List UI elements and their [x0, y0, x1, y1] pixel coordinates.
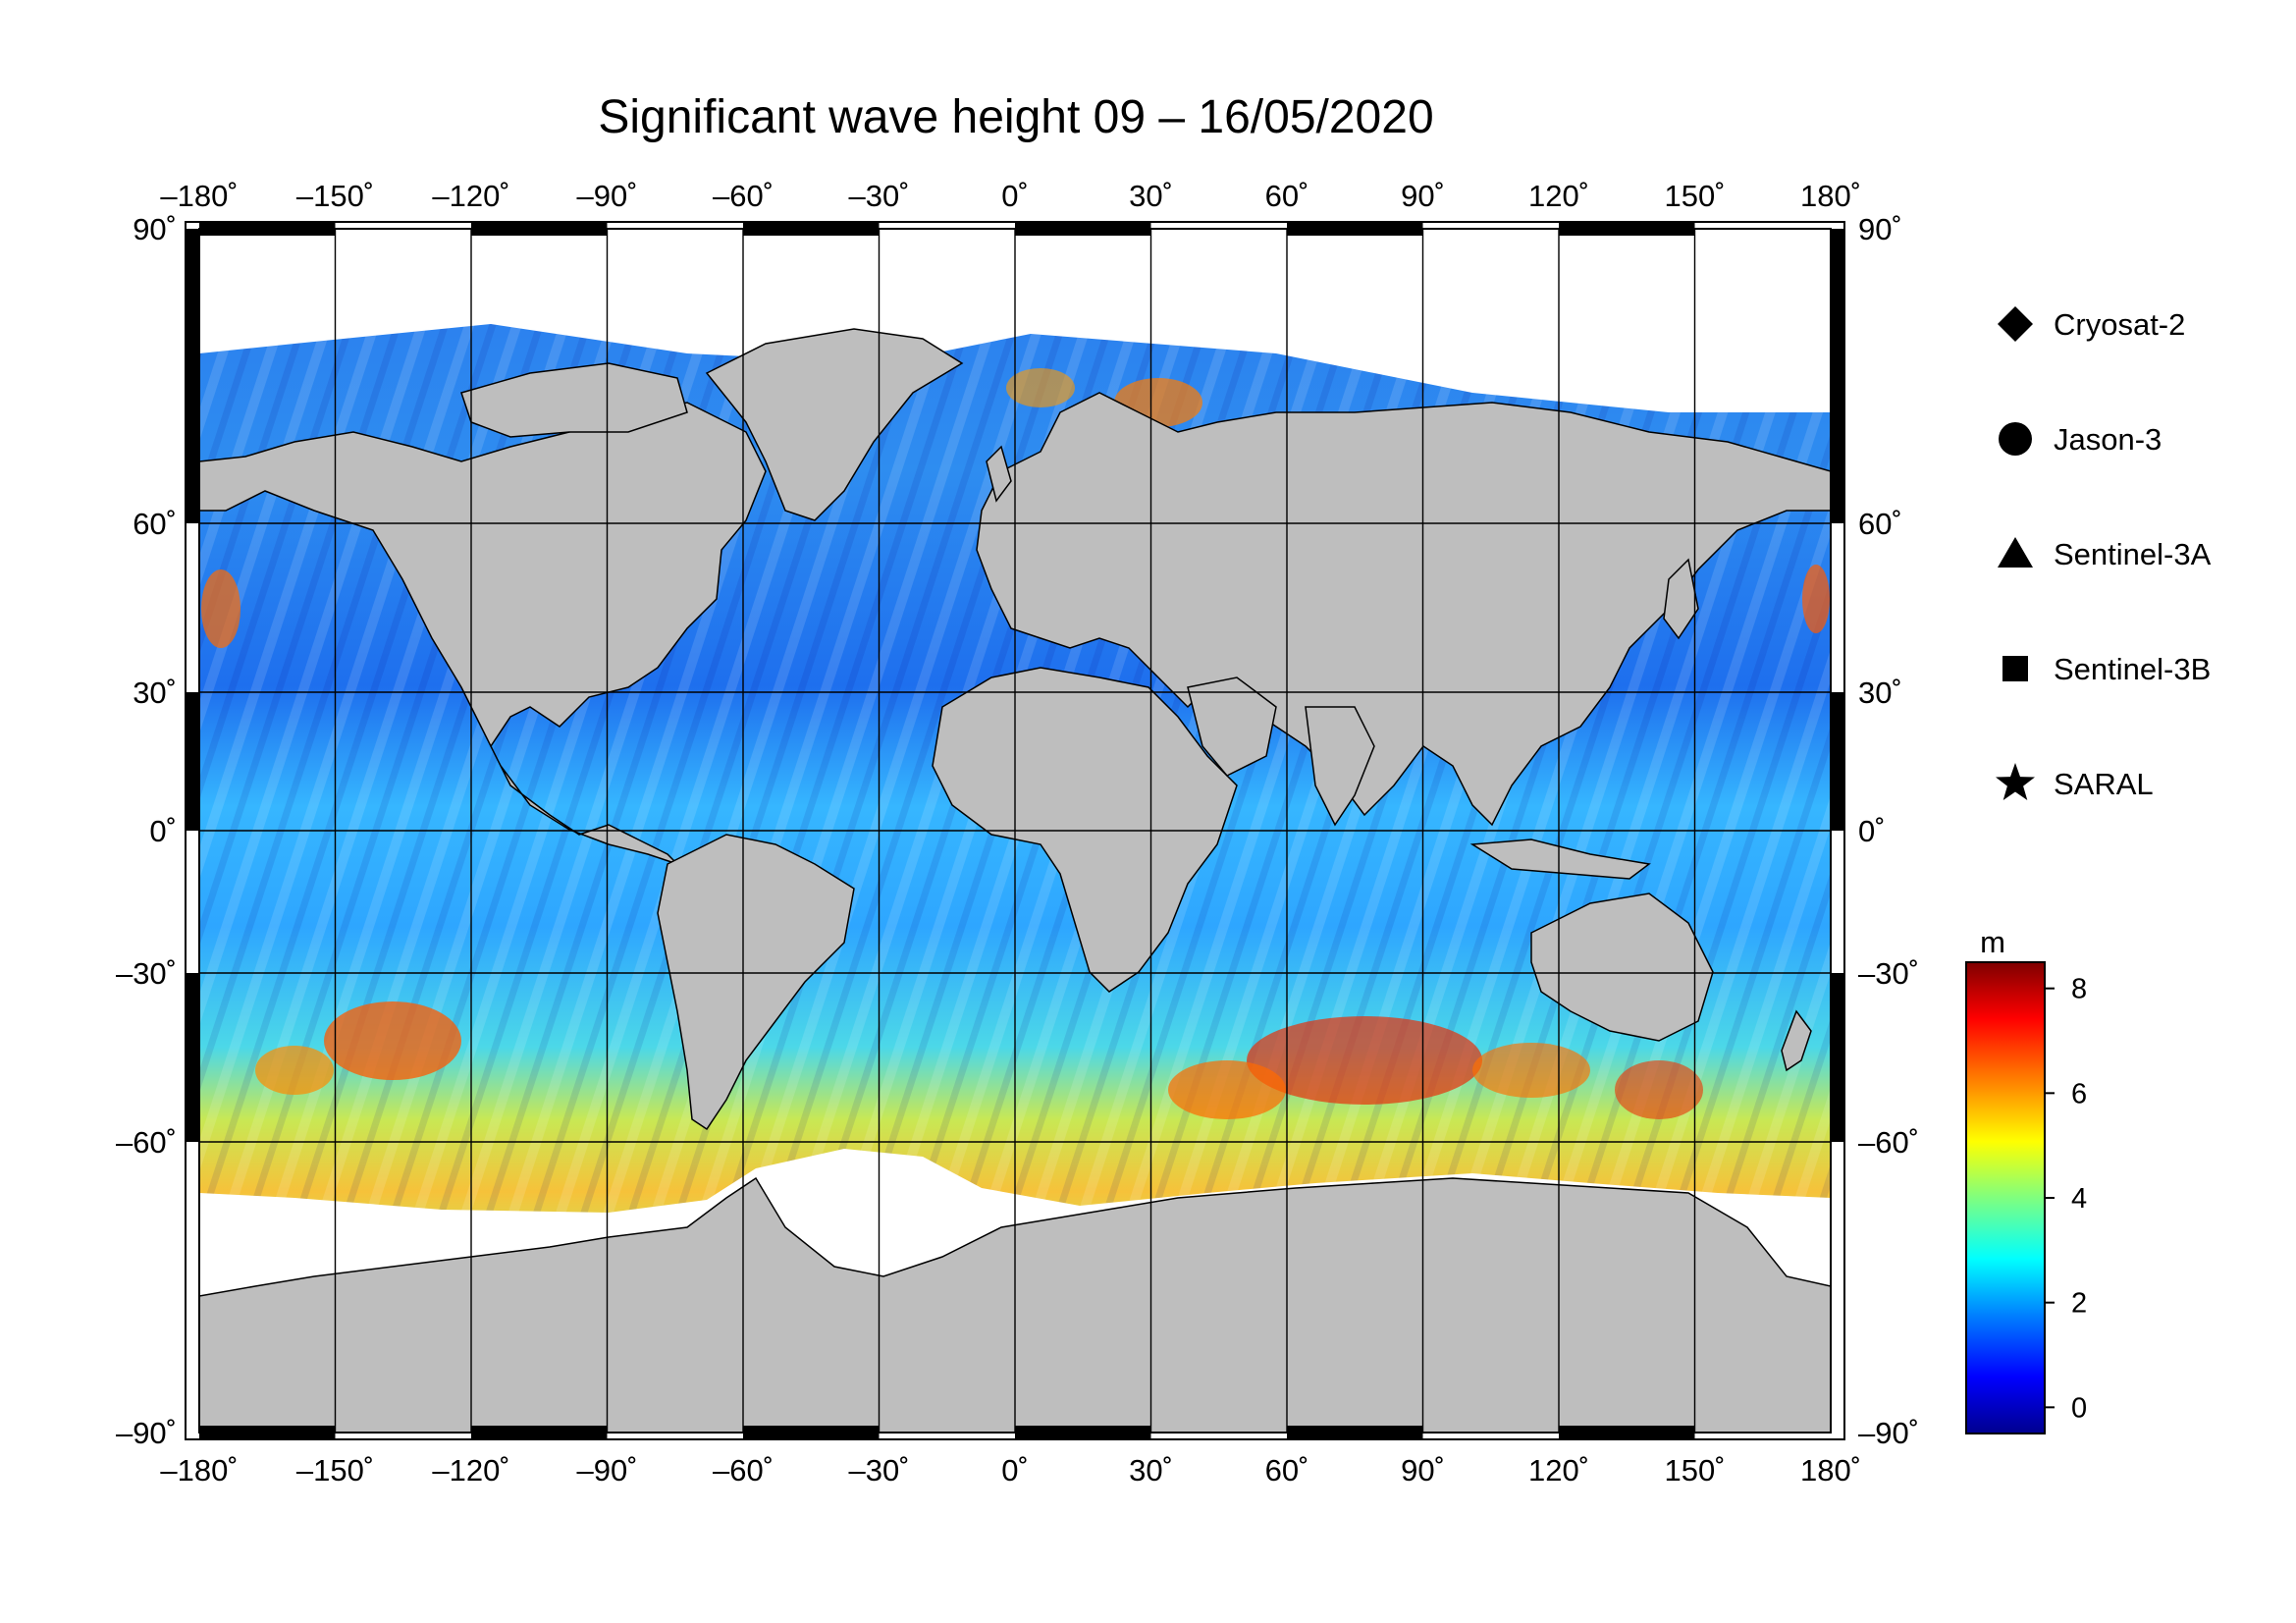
lat-label-right: –90˚ — [1858, 1416, 1919, 1450]
africa — [932, 667, 1238, 993]
map-title: Significant wave height 09 – 16/05/2020 — [598, 91, 1434, 143]
legend-item: Cryosat-2 — [1998, 306, 2185, 342]
lat-label-right: 90˚ — [1858, 212, 1902, 246]
lat-label-left: –90˚ — [116, 1416, 177, 1450]
wave-field — [199, 229, 1831, 1433]
latitude-labels-right: 90˚ 60˚ 30˚ 0˚ –30˚ –60˚ –90˚ — [1858, 212, 1919, 1450]
lat-label-left: 0˚ — [149, 814, 177, 848]
legend-item: Jason-3 — [1999, 422, 2162, 457]
lat-label-right: 30˚ — [1858, 676, 1902, 710]
lat-label-left: –30˚ — [116, 956, 177, 991]
lon-label-top: –90˚ — [576, 179, 637, 213]
legend-item-label: SARAL — [2054, 767, 2154, 801]
lon-label-top: 0˚ — [1001, 179, 1029, 213]
british-isles — [986, 445, 1012, 503]
colorbar-tick-label: 0 — [2071, 1392, 2087, 1424]
lon-label-bottom: 30˚ — [1129, 1453, 1173, 1488]
lon-label-bottom: –120˚ — [432, 1453, 509, 1488]
lat-label-right: 0˚ — [1858, 814, 1886, 848]
legend-item-label: Sentinel-3A — [2054, 537, 2212, 571]
lon-label-bottom: 180˚ — [1800, 1453, 1861, 1488]
circle-icon — [1999, 422, 2032, 456]
india — [1305, 706, 1375, 827]
lat-label-right: 60˚ — [1858, 507, 1902, 541]
legend-item: SARAL — [1996, 763, 2154, 801]
lat-label-left: –60˚ — [116, 1125, 177, 1160]
colorbar-unit: m — [1980, 925, 2005, 959]
colorbar-ticks: 8 6 4 2 0 — [2045, 974, 2087, 1424]
lat-label-right: –60˚ — [1858, 1125, 1919, 1160]
lon-label-top: –30˚ — [848, 179, 909, 213]
colorbar-gradient — [1965, 961, 2046, 1434]
legend-item-label: Jason-3 — [2054, 422, 2162, 457]
lon-label-bottom: –90˚ — [576, 1453, 637, 1488]
satellite-legend: Cryosat-2 Jason-3 Sentinel-3A Sentinel-3B SA… — [1996, 306, 2212, 801]
lon-label-bottom: –60˚ — [713, 1453, 774, 1488]
lon-label-top: –60˚ — [713, 179, 774, 213]
lon-label-top: –150˚ — [296, 179, 374, 213]
lon-label-top: 150˚ — [1664, 179, 1725, 213]
lon-label-top: 30˚ — [1129, 179, 1173, 213]
graticule — [199, 229, 1831, 1433]
lon-label-bottom: 150˚ — [1664, 1453, 1725, 1488]
lon-label-top: 90˚ — [1401, 179, 1445, 213]
diamond-icon — [1998, 306, 2033, 342]
map-frame — [185, 221, 1845, 1440]
greenland — [705, 328, 964, 521]
legend-item: Sentinel-3B — [2002, 652, 2211, 686]
triangle-icon — [1998, 537, 2033, 568]
latitude-labels-left: 90˚ 60˚ 30˚ 0˚ –30˚ –60˚ –90˚ — [116, 212, 177, 1450]
new-zealand — [1781, 1009, 1812, 1072]
australia — [1530, 893, 1714, 1042]
lat-label-left: 30˚ — [133, 676, 177, 710]
lat-label-right: –30˚ — [1858, 956, 1919, 991]
south-america — [657, 834, 855, 1131]
lon-label-bottom: –180˚ — [160, 1453, 238, 1488]
japan — [1663, 558, 1699, 640]
square-icon — [2002, 656, 2028, 681]
lat-label-left: 60˚ — [133, 507, 177, 541]
indonesia — [1469, 839, 1651, 880]
lon-label-bottom: –30˚ — [848, 1453, 909, 1488]
colorbar-tick-label: 4 — [2071, 1183, 2087, 1215]
lon-label-bottom: 120˚ — [1528, 1453, 1589, 1488]
legend-item-label: Cryosat-2 — [2054, 307, 2185, 342]
legend-item: Sentinel-3A — [1998, 537, 2212, 571]
lon-label-bottom: –150˚ — [296, 1453, 374, 1488]
lon-label-top: –120˚ — [432, 179, 509, 213]
lon-label-top: 180˚ — [1800, 179, 1861, 213]
arabia — [1187, 676, 1277, 777]
longitude-labels-top: –180˚ –150˚ –120˚ –90˚ –60˚ –30˚ 0˚ 30˚ 60˚ 90˚ 12… — [160, 179, 1861, 213]
canadian-arctic — [460, 362, 688, 438]
lat-label-left: 90˚ — [133, 212, 177, 246]
lon-label-top: –180˚ — [160, 179, 238, 213]
colorbar-tick-label: 8 — [2071, 974, 2087, 1005]
longitude-labels-bottom: –180˚ –150˚ –120˚ –90˚ –60˚ –30˚ 0˚ 30˚ 60˚ 90˚ 12… — [160, 1453, 1861, 1488]
lon-label-top: 120˚ — [1528, 179, 1589, 213]
eurasia — [976, 392, 1831, 827]
star-icon — [1996, 763, 2035, 800]
legend-item-label: Sentinel-3B — [2054, 652, 2211, 686]
colorbar-tick-label: 6 — [2071, 1078, 2087, 1109]
lon-label-bottom: 60˚ — [1265, 1453, 1309, 1488]
lon-label-top: 60˚ — [1265, 179, 1309, 213]
colorbar-tick-label: 2 — [2071, 1288, 2087, 1320]
lon-label-bottom: 0˚ — [1001, 1453, 1029, 1488]
colorbar: m 8 6 4 2 0 — [1965, 925, 2087, 1434]
lon-label-bottom: 90˚ — [1401, 1453, 1445, 1488]
